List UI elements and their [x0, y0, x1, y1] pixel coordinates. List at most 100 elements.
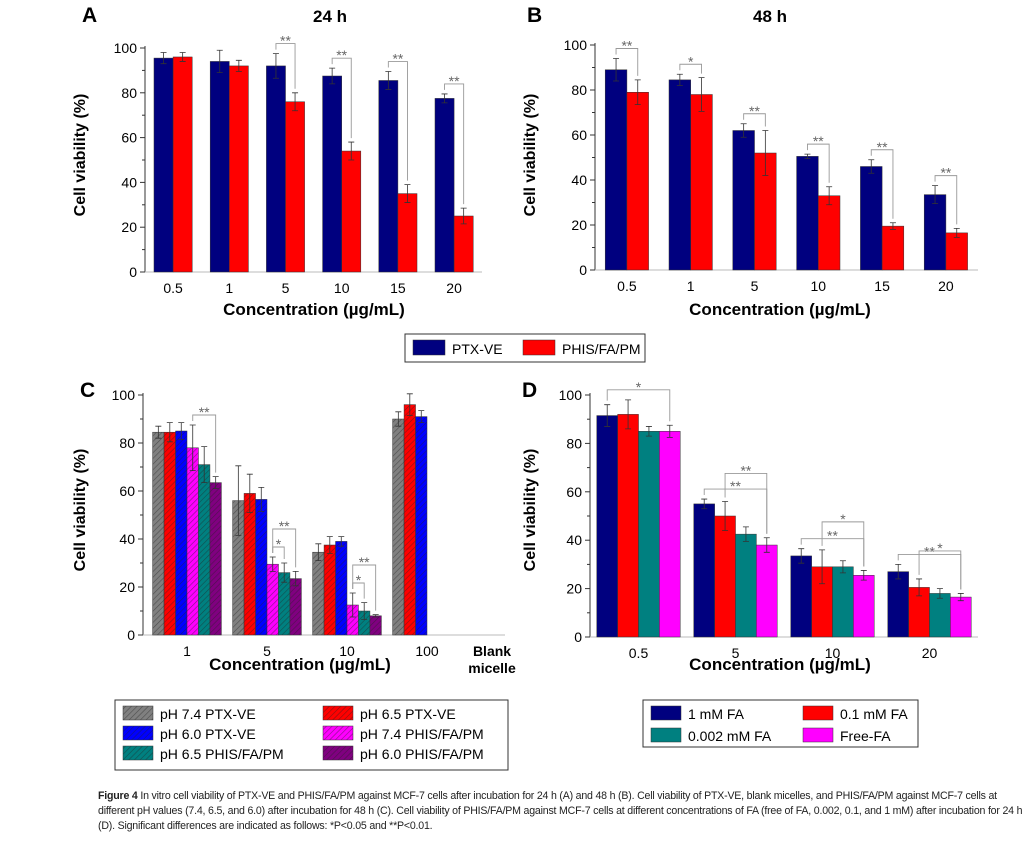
y-tick-label: 0 — [579, 262, 587, 278]
x-axis-label: Concentration (µg/mL) — [689, 300, 871, 319]
panel-d: D 0 20 40 60 80 100 Cell viability (%) Concentra… — [522, 379, 978, 674]
bar — [175, 430, 188, 636]
error-bar — [348, 141, 355, 161]
significance-label: ** — [621, 38, 632, 54]
error-bar — [604, 404, 611, 427]
error-bar — [441, 93, 448, 104]
error-bar — [763, 537, 770, 553]
bar — [887, 571, 909, 638]
bar — [266, 563, 279, 636]
bar — [198, 464, 211, 636]
error-bar — [762, 130, 769, 176]
bar — [881, 225, 905, 271]
error-bar — [868, 159, 875, 174]
x-tick-label: 100 — [415, 643, 439, 659]
legend-swatch — [650, 705, 682, 721]
y-tick-label: 40 — [119, 531, 135, 547]
error-bar — [418, 410, 425, 423]
y-tick-label: 20 — [566, 581, 582, 597]
bar — [693, 503, 715, 638]
legend-label: pH 6.0 PTX-VE — [160, 726, 256, 742]
significance-label: ** — [359, 554, 370, 570]
y-tick-label: 0 — [127, 627, 135, 643]
x-tick-label: 20 — [938, 278, 954, 294]
significance-label: * — [937, 540, 943, 556]
significance-label: ** — [280, 33, 291, 49]
legend: 1 mM FA 0.1 mM FA 0.002 mM FA Free-FA — [642, 699, 919, 748]
x-tick-label: 15 — [874, 278, 890, 294]
error-bar — [246, 473, 253, 513]
significance-label: ** — [279, 518, 290, 534]
error-bar — [916, 578, 923, 597]
error-bar — [281, 562, 288, 583]
error-bar — [889, 222, 896, 230]
x-tick-label-blank-micelle: micelle — [468, 660, 516, 676]
significance-bracket — [352, 564, 377, 611]
x-tick-label: 0.5 — [629, 645, 649, 661]
error-bar — [189, 424, 196, 471]
bar — [604, 69, 628, 271]
error-bar — [329, 67, 336, 85]
significance-label: ** — [924, 543, 935, 559]
bar — [186, 447, 199, 636]
error-bar — [338, 536, 345, 547]
error-bar — [372, 614, 379, 618]
error-bar — [613, 58, 620, 82]
x-tick-label: 20 — [922, 645, 938, 661]
legend-box — [114, 699, 509, 771]
y-tick-label: 100 — [112, 387, 136, 403]
bar — [453, 215, 474, 273]
legend-label: 0.002 mM FA — [688, 728, 772, 744]
error-bar — [666, 424, 673, 438]
y-axis-label: Cell viability (%) — [72, 449, 89, 572]
x-axis-label: Concentration (µg/mL) — [209, 655, 391, 674]
x-tick-label: 15 — [390, 280, 406, 296]
error-bar — [676, 73, 683, 86]
significance-label: * — [276, 536, 282, 552]
bar — [369, 615, 382, 636]
legend-label: PHIS/FA/PM — [562, 341, 641, 357]
x-tick-label: 5 — [751, 278, 759, 294]
significance-label: ** — [199, 404, 210, 420]
y-tick-label: 40 — [571, 172, 587, 188]
bar — [392, 418, 405, 636]
y-tick-label: 60 — [119, 483, 135, 499]
legend-swatch — [802, 727, 834, 743]
error-bar — [404, 184, 411, 203]
bar — [923, 194, 947, 271]
bar — [243, 493, 256, 636]
legend-swatch — [522, 339, 556, 356]
error-bar — [315, 543, 322, 561]
x-tick-label: 10 — [825, 645, 841, 661]
significance-bracket — [444, 83, 465, 205]
error-bar — [826, 186, 833, 206]
error-bar — [155, 425, 162, 439]
error-bar — [932, 185, 939, 205]
bar — [255, 499, 268, 636]
legend: pH 7.4 PTX-VE pH 6.5 PTX-VE pH 6.0 PTX-VE p… — [114, 699, 509, 771]
x-tick-label: 5 — [282, 280, 290, 296]
significance-bracket — [724, 473, 768, 534]
significance-bracket — [275, 43, 296, 89]
bar — [266, 65, 286, 273]
y-tick-label: 80 — [119, 435, 135, 451]
bar — [929, 593, 951, 638]
panel-label: D — [522, 379, 537, 402]
significance-bracket — [870, 149, 894, 219]
legend-box — [642, 699, 919, 748]
error-bar — [895, 564, 902, 580]
error-bar — [698, 77, 705, 112]
chart-title: 24 h — [313, 7, 347, 26]
y-tick-label: 20 — [571, 217, 587, 233]
significance-label: * — [840, 511, 846, 527]
bar — [397, 193, 418, 273]
error-bar — [819, 549, 826, 585]
y-tick-label: 100 — [114, 40, 138, 56]
bar — [659, 431, 681, 638]
panel-label: B — [527, 4, 542, 27]
x-tick-label: 10 — [811, 278, 827, 294]
error-bar — [212, 476, 219, 489]
bar — [945, 232, 968, 271]
y-tick-label: 80 — [571, 82, 587, 98]
legend: PTX-VE PHIS/FA/PM — [404, 333, 646, 363]
